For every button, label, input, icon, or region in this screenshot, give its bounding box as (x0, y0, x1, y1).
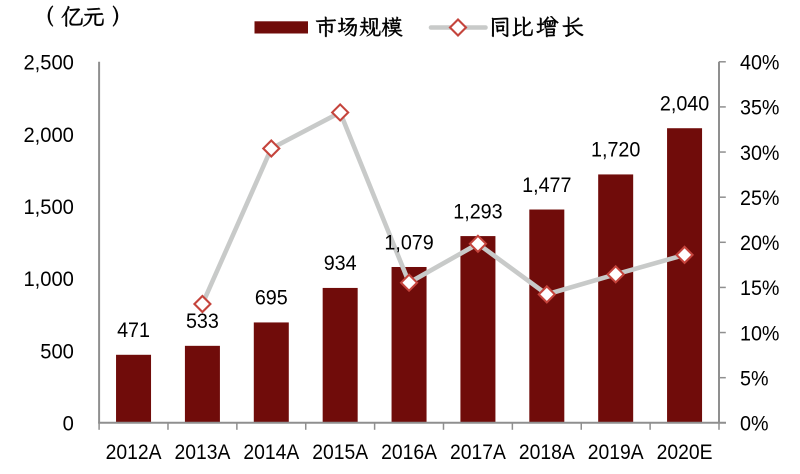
svg-text:934: 934 (324, 253, 357, 276)
svg-text:10%: 10% (740, 323, 779, 346)
svg-text:1,720: 1,720 (591, 139, 640, 162)
svg-text:35%: 35% (740, 97, 779, 120)
svg-text:2,000: 2,000 (23, 123, 73, 146)
svg-text:15%: 15% (740, 278, 779, 301)
svg-text:5%: 5% (740, 368, 769, 391)
svg-text:2020E: 2020E (657, 441, 713, 464)
svg-text:2015A: 2015A (312, 441, 368, 464)
svg-text:695: 695 (255, 287, 288, 310)
svg-text:40%: 40% (740, 52, 779, 75)
svg-text:1,500: 1,500 (23, 196, 73, 219)
svg-text:2017A: 2017A (450, 441, 506, 464)
svg-text:1,293: 1,293 (453, 201, 502, 224)
svg-text:500: 500 (40, 340, 74, 363)
svg-text:2012A: 2012A (106, 441, 162, 464)
svg-text:533: 533 (186, 311, 219, 334)
svg-text:20%: 20% (740, 233, 779, 256)
svg-text:1,000: 1,000 (23, 268, 73, 291)
svg-text:1,477: 1,477 (522, 174, 571, 197)
svg-text:2019A: 2019A (588, 441, 644, 464)
svg-text:2013A: 2013A (175, 441, 231, 464)
svg-text:0%: 0% (740, 413, 769, 436)
svg-text:2018A: 2018A (519, 441, 575, 464)
svg-text:2016A: 2016A (381, 441, 437, 464)
svg-text:2,500: 2,500 (23, 51, 73, 74)
svg-text:2014A: 2014A (243, 441, 299, 464)
svg-text:30%: 30% (740, 142, 779, 165)
svg-text:0: 0 (63, 412, 74, 435)
svg-text:2,040: 2,040 (660, 93, 709, 116)
svg-text:1,079: 1,079 (384, 232, 433, 255)
svg-text:25%: 25% (740, 187, 779, 210)
svg-text:471: 471 (117, 320, 150, 343)
